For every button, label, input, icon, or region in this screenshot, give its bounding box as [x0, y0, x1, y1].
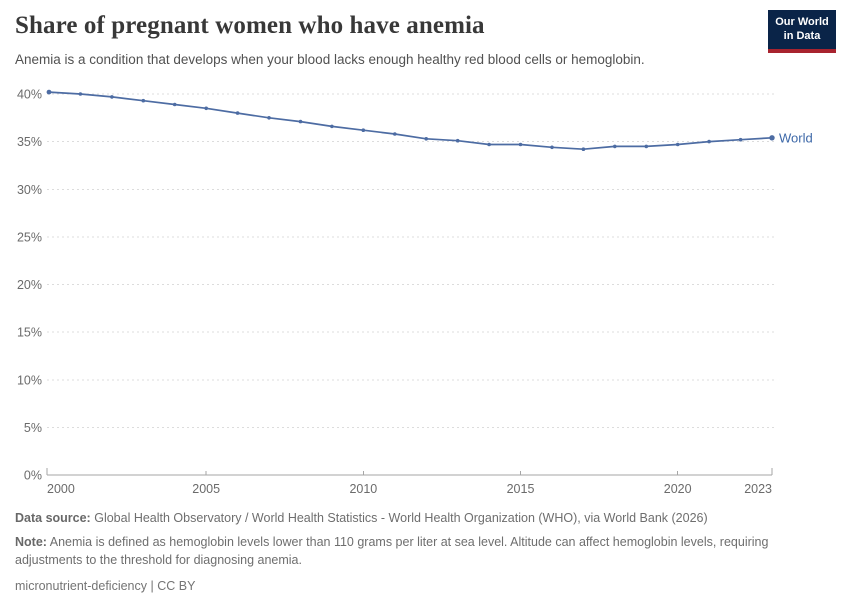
- chart-footer: Data source: Global Health Observatory /…: [15, 509, 810, 600]
- data-point-2011[interactable]: [393, 132, 397, 136]
- x-tick-label-2010: 2010: [349, 482, 377, 496]
- note-text: Anemia is defined as hemoglobin levels l…: [15, 535, 769, 568]
- data-point-2016[interactable]: [550, 145, 554, 150]
- owid-logo-line2: in Data: [783, 29, 821, 42]
- series-world-line[interactable]: [46, 89, 775, 151]
- y-tick-label-35: 35%: [17, 135, 42, 149]
- data-point-2012[interactable]: [424, 137, 429, 141]
- license-line: micronutrient-deficiency | CC BY: [15, 577, 810, 595]
- data-point-2005[interactable]: [204, 106, 208, 111]
- data-point-2013[interactable]: [455, 138, 460, 143]
- x-tick-label-2020: 2020: [664, 482, 692, 496]
- x-tick-label-2000: 2000: [47, 482, 75, 496]
- y-tick-label-5: 5%: [24, 421, 42, 435]
- data-source-line: Data source: Global Health Observatory /…: [15, 509, 810, 527]
- owid-logo-line1: Our World: [775, 16, 829, 28]
- data-source-text: Global Health Observatory / World Health…: [94, 511, 708, 525]
- grid-layer: [46, 93, 775, 476]
- license-link[interactable]: CC BY: [157, 579, 196, 594]
- y-tick-label-40: 40%: [17, 88, 42, 102]
- x-tick-label-2005: 2005: [192, 482, 220, 496]
- data-point-2006[interactable]: [235, 111, 240, 115]
- data-point-2009[interactable]: [330, 124, 334, 129]
- data-point-2004[interactable]: [172, 102, 177, 107]
- y-tick-label-10: 10%: [17, 373, 42, 387]
- license-separator: |: [150, 579, 154, 594]
- chart-subtitle: Anemia is a condition that develops when…: [15, 52, 645, 67]
- y-tick-label-20: 20%: [17, 278, 42, 292]
- data-point-2017[interactable]: [581, 147, 586, 151]
- data-point-2019[interactable]: [644, 144, 649, 149]
- data-point-2021[interactable]: [707, 139, 711, 144]
- data-point-2007[interactable]: [267, 116, 271, 120]
- owid-logo[interactable]: Our World in Data: [768, 10, 836, 53]
- y-tick-label-15: 15%: [17, 326, 42, 340]
- y-tick-label-0: 0%: [24, 469, 42, 483]
- data-point-2020[interactable]: [675, 142, 680, 147]
- data-point-2001[interactable]: [78, 92, 83, 96]
- data-point-2010[interactable]: [361, 128, 366, 132]
- note-label: Note:: [15, 535, 47, 550]
- data-point-2015[interactable]: [518, 142, 523, 147]
- data-point-2022[interactable]: [738, 137, 743, 142]
- data-point-2002[interactable]: [110, 95, 114, 99]
- x-tick-label-2015: 2015: [507, 482, 535, 496]
- data-point-2014[interactable]: [487, 142, 491, 147]
- data-point-2008[interactable]: [298, 119, 303, 124]
- y-tick-label-30: 30%: [17, 183, 42, 197]
- data-line-world[interactable]: [48, 91, 773, 151]
- y-tick-label-25: 25%: [17, 230, 42, 244]
- data-source-label: Data source:: [15, 511, 91, 525]
- x-tick-label-2023: 2023: [744, 482, 772, 496]
- data-point-2023[interactable]: [769, 135, 775, 141]
- note-line: Note: Anemia is defined as hemoglobin le…: [15, 533, 810, 569]
- series-label-world[interactable]: World: [779, 130, 813, 145]
- axis-layer: 0% 5% 10% 15% 20% 25% 30% 35% 40% 2000 2005 2010 201…: [17, 88, 772, 497]
- data-point-2000[interactable]: [46, 89, 52, 95]
- chart-slug: micronutrient-deficiency: [15, 579, 147, 594]
- data-point-2018[interactable]: [613, 144, 617, 149]
- data-point-2003[interactable]: [141, 98, 146, 103]
- page-title: Share of pregnant women who have anemia: [15, 12, 485, 39]
